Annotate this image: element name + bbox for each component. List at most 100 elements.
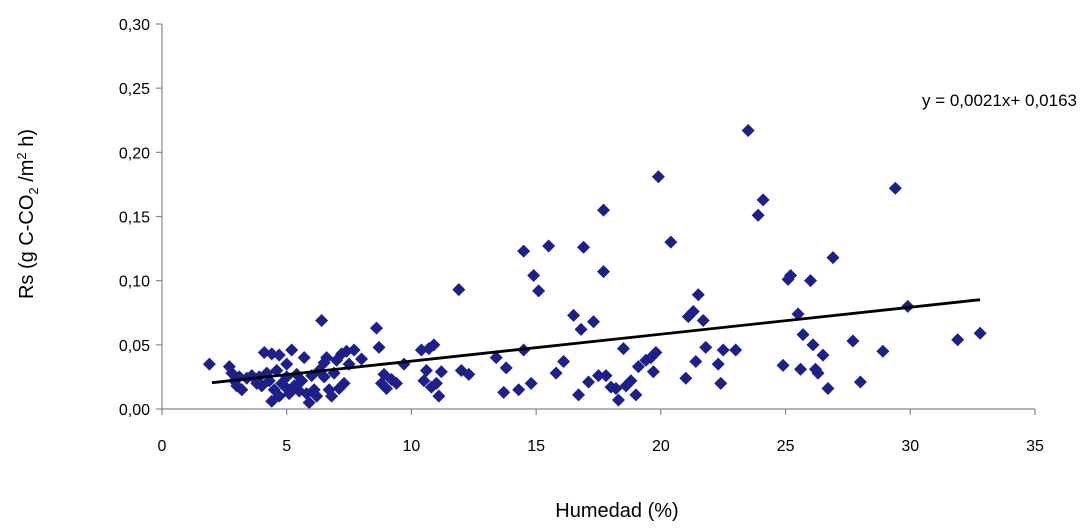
- y-axis-title-superscript: 2: [14, 152, 29, 159]
- data-point: [582, 375, 596, 389]
- data-point: [776, 358, 790, 372]
- data-point: [699, 340, 713, 354]
- data-point: [462, 367, 476, 381]
- x-axis-ticks: 0 5 10 15 20 25 30 35: [158, 409, 1044, 455]
- y-axis-title-subscript: 2: [26, 187, 41, 194]
- data-points: [202, 124, 987, 410]
- y-axis-title-mid: /m: [16, 160, 38, 188]
- data-point: [596, 203, 610, 217]
- data-point: [499, 361, 513, 375]
- data-point: [691, 288, 705, 302]
- data-point: [355, 352, 369, 366]
- y-axis-title-prefix: Rs (g C-CO: [16, 195, 38, 299]
- data-point: [337, 376, 351, 390]
- y-tick-label: 0,05: [119, 338, 150, 355]
- data-point: [320, 351, 334, 365]
- data-point: [629, 388, 643, 402]
- data-point: [532, 284, 546, 298]
- x-tick-label: 10: [403, 438, 421, 455]
- x-tick-label: 15: [527, 438, 545, 455]
- x-tick-label: 35: [1026, 438, 1044, 455]
- data-point: [270, 364, 284, 377]
- data-point: [285, 343, 299, 357]
- data-point: [751, 208, 765, 222]
- data-point: [310, 389, 324, 403]
- data-point: [417, 374, 431, 388]
- data-point: [679, 371, 693, 385]
- data-point: [651, 170, 665, 184]
- y-tick-label: 0,00: [119, 402, 150, 419]
- data-point: [973, 326, 987, 340]
- data-point: [512, 383, 526, 397]
- x-tick-label: 20: [652, 438, 670, 455]
- trendline: [211, 298, 981, 385]
- data-point: [497, 385, 511, 399]
- data-point: [542, 239, 556, 253]
- data-point: [427, 338, 441, 352]
- data-point: [811, 366, 825, 380]
- data-point: [317, 370, 331, 384]
- data-point: [295, 374, 309, 388]
- data-point: [596, 265, 610, 279]
- data-point: [794, 362, 808, 376]
- x-tick-label: 25: [777, 438, 795, 455]
- data-point: [549, 366, 563, 380]
- data-point: [791, 307, 805, 321]
- data-point: [419, 364, 433, 377]
- data-point: [452, 283, 466, 297]
- data-point: [611, 393, 625, 407]
- y-axis-title: Rs (g C-CO2 /m2 h): [14, 129, 41, 299]
- data-point: [846, 334, 860, 348]
- y-tick-label: 0,15: [119, 210, 150, 227]
- data-point: [315, 313, 329, 327]
- data-point: [696, 313, 710, 327]
- y-tick-label: 0,10: [119, 274, 150, 291]
- data-point: [592, 369, 605, 383]
- data-point: [951, 333, 965, 347]
- data-point: [609, 381, 623, 395]
- data-point: [821, 381, 835, 395]
- data-point: [711, 357, 725, 371]
- x-tick-label: 0: [158, 438, 167, 455]
- data-point: [616, 342, 630, 356]
- data-point: [347, 343, 361, 357]
- data-point: [826, 251, 840, 265]
- data-point: [372, 340, 386, 354]
- data-point: [876, 344, 890, 358]
- data-point: [784, 269, 798, 283]
- data-point: [716, 343, 730, 357]
- y-tick-label: 0,30: [119, 17, 150, 34]
- data-point: [587, 315, 601, 329]
- y-tick-label: 0,25: [119, 81, 150, 98]
- data-point: [689, 355, 703, 369]
- data-point: [646, 365, 660, 379]
- data-point: [741, 124, 755, 138]
- data-point: [429, 376, 443, 390]
- data-point: [325, 389, 339, 403]
- data-point: [489, 351, 503, 365]
- data-point: [804, 274, 818, 288]
- y-axis-ticks: 0,00 0,05 0,10 0,15 0,20 0,25 0,30: [119, 17, 162, 419]
- data-point: [432, 389, 446, 403]
- data-point: [574, 322, 588, 336]
- data-point: [397, 357, 411, 371]
- data-point: [235, 383, 249, 397]
- data-point: [517, 244, 531, 258]
- data-point: [272, 389, 286, 403]
- data-point: [816, 348, 830, 362]
- data-point: [806, 338, 820, 352]
- data-point: [853, 375, 867, 389]
- x-tick-label: 30: [901, 438, 919, 455]
- data-point: [664, 235, 678, 249]
- data-point: [557, 355, 571, 369]
- data-point: [302, 396, 316, 410]
- y-axis-title-suffix: h): [16, 129, 38, 152]
- data-point: [280, 357, 294, 371]
- data-point: [686, 304, 700, 318]
- data-point: [527, 269, 541, 283]
- data-point: [714, 376, 728, 390]
- data-point: [729, 343, 743, 357]
- data-point: [796, 328, 810, 342]
- y-tick-label: 0,20: [119, 145, 150, 162]
